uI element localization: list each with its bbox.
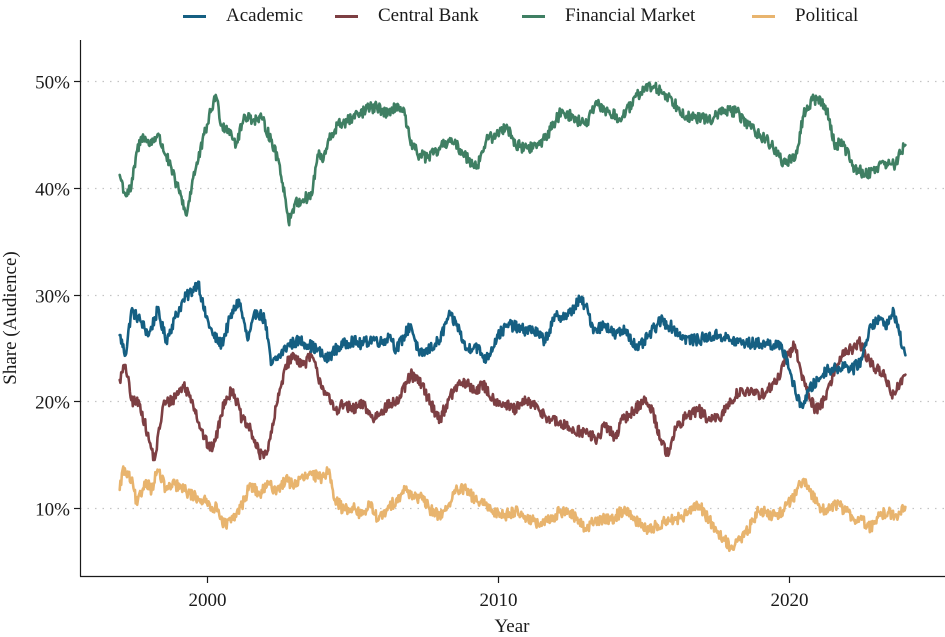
legend-label-central-bank: Central Bank bbox=[378, 5, 479, 26]
y-tick-label: 50% bbox=[35, 73, 70, 94]
legend-key-academic bbox=[183, 14, 206, 18]
x-tick-label: 2020 bbox=[771, 590, 809, 611]
series-line-political bbox=[118, 465, 907, 553]
legend-key-financial-market bbox=[522, 14, 545, 18]
series-line-financial-market bbox=[118, 81, 907, 227]
x-axis-title: Year bbox=[494, 616, 530, 637]
legend-item-financial-market: Financial Market bbox=[522, 2, 695, 30]
y-axis-ticks: 10% 20% 30% 40% 50% bbox=[35, 73, 81, 521]
legend-label-financial-market: Financial Market bbox=[565, 5, 696, 26]
legend-item-central-bank: Central Bank bbox=[335, 2, 479, 30]
x-tick-label: 2000 bbox=[189, 590, 227, 611]
x-tick-label: 2010 bbox=[480, 590, 518, 611]
legend-item-academic: Academic bbox=[183, 2, 303, 30]
legend-key-political bbox=[752, 14, 775, 18]
y-tick-label: 10% bbox=[35, 500, 70, 521]
y-tick-label: 20% bbox=[35, 393, 70, 414]
legend-key-central-bank bbox=[335, 14, 358, 18]
y-axis-title: Share (Audience) bbox=[0, 251, 21, 384]
series-line-central-bank bbox=[118, 336, 907, 462]
y-tick-label: 40% bbox=[35, 180, 70, 201]
series-line-academic bbox=[118, 280, 907, 410]
y-tick-label: 30% bbox=[35, 287, 70, 308]
legend-label-academic: Academic bbox=[226, 5, 304, 26]
legend-item-political: Political bbox=[752, 2, 858, 30]
x-axis-ticks: 2000 2010 2020 bbox=[189, 576, 809, 611]
legend: Academic Central Bank Financial Market P… bbox=[0, 2, 945, 30]
series-lines bbox=[118, 81, 907, 553]
legend-label-political: Political bbox=[795, 5, 859, 26]
